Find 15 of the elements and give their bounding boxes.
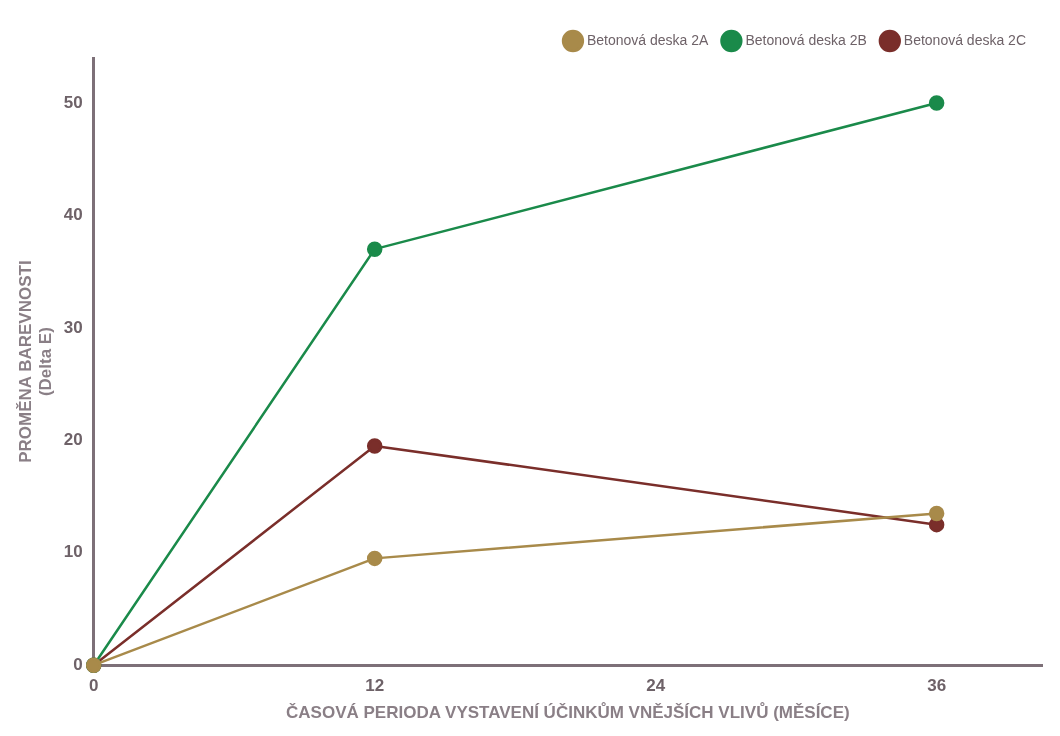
y-tick-label: 40 bbox=[63, 205, 83, 225]
x-tick-label: 0 bbox=[88, 676, 99, 696]
x-tick-label: 24 bbox=[646, 676, 666, 696]
y-tick-label: 20 bbox=[63, 430, 83, 449]
y-tick-label: 30 bbox=[63, 317, 83, 337]
legend-label: Betonová deska 2B bbox=[745, 31, 867, 48]
legend-label: Betonová deska 2A bbox=[586, 31, 710, 48]
x-tick-label: 12 bbox=[365, 676, 385, 696]
legend-label: Betonová deska 2C bbox=[903, 31, 1027, 48]
x-axis-title: ČASOVÁ PERIODA VYSTAVENÍ ÚČINKŮM VNĚJŠÍCH VLIVŮ (MĚSÍCE) bbox=[286, 702, 850, 723]
y-tick-label: 0 bbox=[73, 654, 83, 674]
x-tick-label: 36 bbox=[927, 676, 947, 696]
y-tick-label: 10 bbox=[63, 542, 83, 562]
y-tick-label: 50 bbox=[63, 92, 83, 112]
y-axis-title: PROMĚNA BAREVNOSTI (Delta E) bbox=[15, 260, 56, 463]
